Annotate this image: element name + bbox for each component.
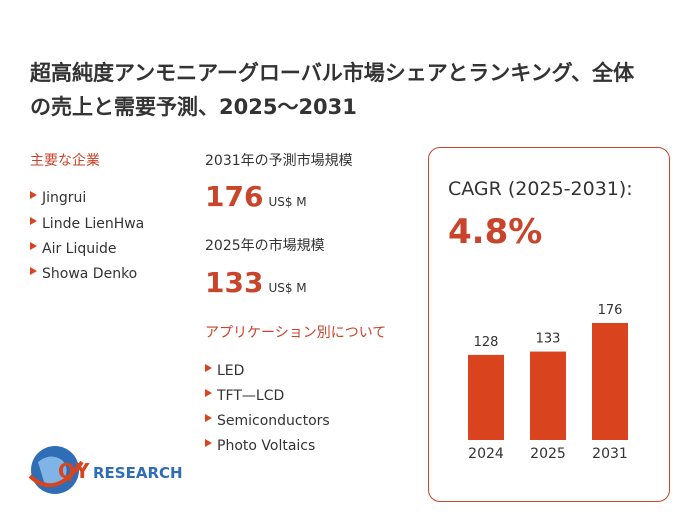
- bar: [468, 354, 504, 440]
- logo-suffix: RESEARCH: [93, 464, 183, 482]
- application: Semiconductors: [205, 413, 330, 429]
- cagr-value: 4.8%: [448, 212, 543, 252]
- key-player: Showa Denko: [30, 266, 137, 282]
- application: TFT—LCD: [205, 388, 284, 404]
- market-label: 2025年の市場規模: [205, 238, 325, 254]
- application: LED: [205, 363, 244, 379]
- x-tick-label: 2024: [468, 446, 504, 462]
- data-label: 176: [598, 303, 623, 318]
- forecast-value: 176: [205, 180, 264, 213]
- title: 超高純度アンモニアーグローバル市場シェアとランキング、全体の売上と需要予測、20…: [30, 61, 635, 119]
- market-unit: US$ M: [268, 281, 307, 295]
- cagr-panel: [428, 147, 670, 502]
- logo: QY RESEARCH: [28, 446, 183, 494]
- market-value-row: 133 US$ M: [205, 266, 307, 299]
- bar: [530, 351, 566, 440]
- forecast-value-row: 176 US$ M: [205, 180, 307, 213]
- data-label: 128: [474, 335, 499, 350]
- key-player: Jingrui: [30, 190, 86, 206]
- logo-swoosh: [28, 460, 84, 488]
- key-players-heading: 主要な企業: [30, 153, 100, 169]
- market-value: 133: [205, 266, 264, 299]
- logo-land: [38, 456, 67, 485]
- bar: [592, 322, 628, 440]
- x-tick-label: 2025: [530, 446, 566, 462]
- applications-heading: アプリケーション別について: [205, 325, 387, 341]
- logo-prefix: QY: [58, 459, 90, 483]
- x-tick-label: 2031: [592, 446, 628, 462]
- cagr-label: CAGR (2025-2031):: [448, 178, 633, 200]
- data-label: 133: [536, 332, 561, 347]
- key-player: Air Liquide: [30, 241, 117, 257]
- forecast-label: 2031年の予測市場規模: [205, 153, 353, 169]
- key-player: Linde LienHwa: [30, 216, 144, 232]
- forecast-unit: US$ M: [268, 195, 307, 209]
- application: Photo Voltaics: [205, 438, 315, 454]
